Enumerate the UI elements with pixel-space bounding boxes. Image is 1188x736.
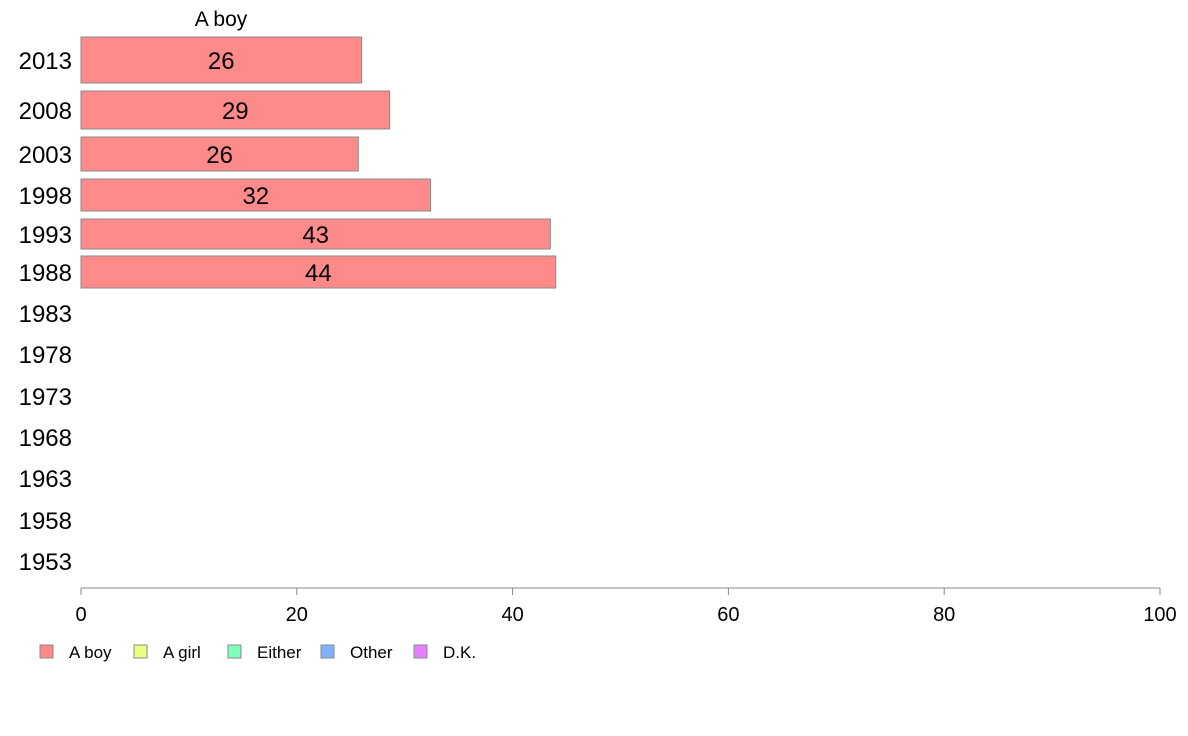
bar-2013	[80, 36, 363, 84]
x-tick-label-0: 0	[75, 604, 86, 626]
year-label-2003: 2003	[19, 142, 72, 169]
year-label-1958: 1958	[19, 508, 72, 535]
year-label-1983: 1983	[19, 301, 72, 328]
legend-label-other: Other	[350, 643, 393, 662]
bar-value-label-1998: 32	[242, 183, 269, 210]
legend-swatch-a-boy	[39, 644, 54, 659]
bar-value-label-2008: 29	[222, 98, 249, 125]
year-label-2013: 2013	[19, 48, 72, 75]
bar-1988	[80, 255, 557, 289]
legend-label-a-girl: A girl	[163, 643, 201, 662]
bar-value-label-2003: 26	[206, 142, 233, 169]
legend-label-d-k: D.K.	[443, 643, 476, 662]
year-label-1963: 1963	[19, 466, 72, 493]
year-label-1973: 1973	[19, 384, 72, 411]
year-label-1968: 1968	[19, 425, 72, 452]
bar-value-label-1988: 44	[305, 260, 332, 287]
x-tick-label-40: 40	[501, 604, 523, 626]
year-label-1993: 1993	[19, 222, 72, 249]
bar-1998	[80, 178, 432, 212]
legend: A boy A girl Either Other D.K.	[39, 643, 476, 662]
legend-swatch-either	[227, 644, 242, 659]
bar-2008	[80, 90, 391, 130]
bar-1993	[80, 218, 551, 250]
year-label-1998: 1998	[19, 183, 72, 210]
bar-value-label-1993: 43	[302, 222, 329, 249]
year-label-1978: 1978	[19, 342, 72, 369]
x-axis: 0 20 40 60 80 100	[75, 587, 1177, 626]
bar-value-label-2013: 26	[208, 48, 235, 75]
x-tick-label-20: 20	[286, 604, 308, 626]
legend-swatch-other	[320, 644, 335, 659]
x-tick-label-80: 80	[933, 604, 955, 626]
legend-swatch-a-girl	[133, 644, 148, 659]
year-label-2008: 2008	[19, 98, 72, 125]
bar-2003	[80, 136, 359, 172]
x-tick-label-100: 100	[1143, 604, 1176, 626]
legend-swatch-d-k	[413, 644, 428, 659]
legend-label-either: Either	[257, 643, 302, 662]
year-label-1953: 1953	[19, 549, 72, 576]
column-title: A boy	[195, 8, 248, 31]
x-tick-label-60: 60	[717, 604, 739, 626]
bar-rows: 2013 26 2008 29 2003 26 1998 32 1993 43 1988 44 1983…	[19, 36, 557, 576]
legend-label-a-boy: A boy	[69, 643, 112, 662]
year-label-1988: 1988	[19, 260, 72, 287]
